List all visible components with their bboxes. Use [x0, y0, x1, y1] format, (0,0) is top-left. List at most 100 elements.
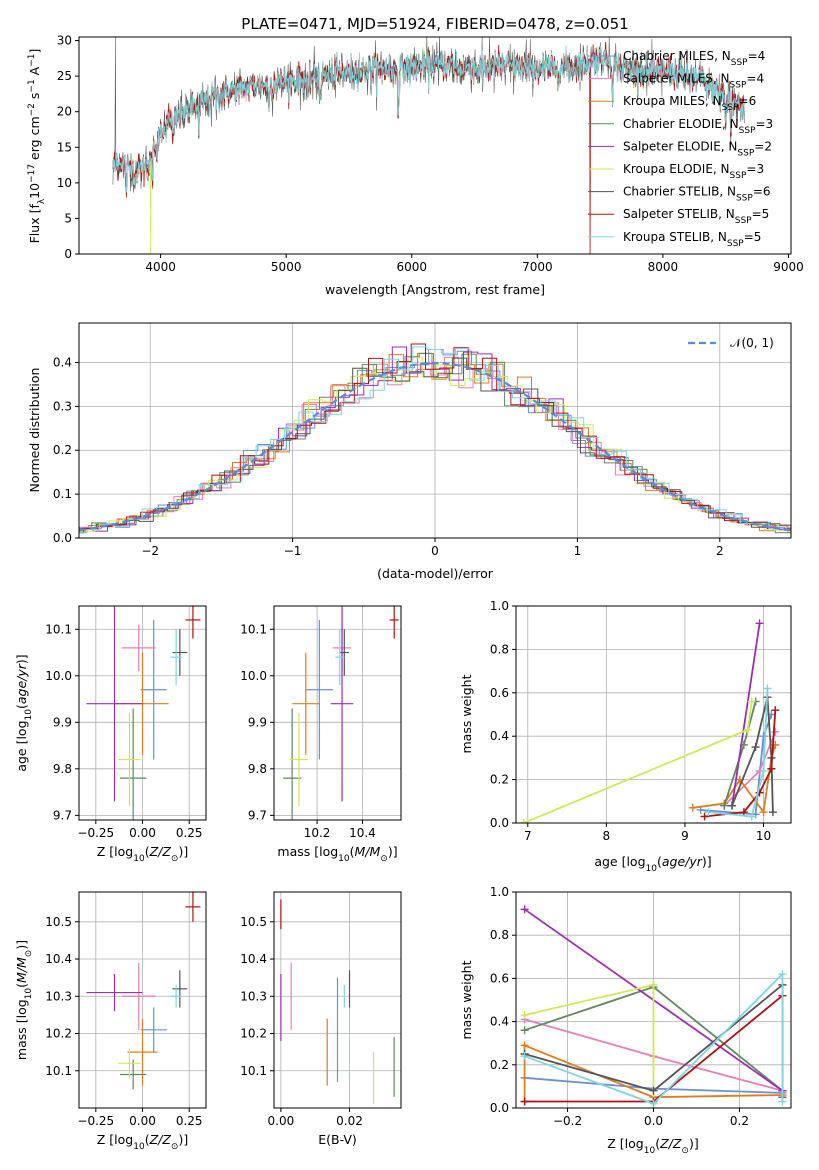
- legend-label: Salpeter ELODIE, NSSP=2: [623, 139, 772, 158]
- y-tick-label: 10.0: [240, 669, 267, 683]
- massweight-Z-axes-plot: [520, 905, 787, 1108]
- data-point: [520, 1011, 529, 1020]
- data-point: [751, 743, 760, 752]
- legend-label: Kroupa MILES, NSSP=6: [623, 94, 756, 113]
- data-point: [759, 732, 768, 741]
- x-tick-label: 0.00: [129, 1114, 156, 1128]
- legend-label: 𝒩(0, 1): [730, 336, 774, 350]
- x-tick-label: −0.25: [77, 1114, 114, 1128]
- legend-label: Chabrier MILES, NSSP=4: [623, 49, 765, 68]
- axes-frame: [273, 605, 402, 821]
- data-point: [747, 697, 756, 706]
- data-point: [778, 970, 787, 979]
- data-point: [520, 1041, 529, 1050]
- x-tick-label: 7000: [522, 260, 553, 274]
- massweight-age-axes-frame: 7 8 9 10 0.0 0.2 0.4 0.6 0.8 1.0: [490, 599, 792, 843]
- y-tick-label: 0.8: [490, 928, 509, 942]
- histogram-step: [79, 352, 791, 533]
- data-point: [649, 1099, 658, 1108]
- y-axis-label: age [log10(age/yr)]: [14, 654, 34, 771]
- data-point: [778, 1097, 787, 1106]
- x-axis-label: E(B-V): [318, 1132, 357, 1147]
- y-tick-label: 10: [57, 176, 72, 190]
- y-tick-label: 10.4: [240, 952, 267, 966]
- x-tick-label: 0.25: [176, 826, 203, 840]
- y-tick-label: 0.2: [53, 443, 72, 457]
- x-tick-label: 8000: [648, 260, 679, 274]
- y-tick-label: 0.1: [53, 487, 72, 501]
- y-tick-label: 10.5: [240, 915, 267, 929]
- mass-weight-line: [708, 688, 769, 818]
- x-tick-label: 6000: [396, 260, 427, 274]
- age-mass-axes: 10.2 10.4 9.7 9.8 9.9 10.0 10.1: [240, 605, 402, 840]
- axes-frame: [78, 36, 792, 255]
- x-tick-label: −0.25: [77, 826, 114, 840]
- data-point: [520, 1097, 529, 1106]
- x-axis-label: Z [log10(Z/Z⊙)]: [97, 844, 188, 864]
- y-axis-label: Flux [fλ10−17 erg cm−2 s−1 A−1]: [27, 49, 47, 244]
- x-tick-label: 0.2: [730, 1114, 749, 1128]
- age-mass-axes-plot: [283, 606, 399, 820]
- y-tick-label: 1.0: [490, 885, 509, 899]
- y-tick-label: 0.2: [490, 773, 509, 787]
- y-tick-label: 0.6: [490, 971, 509, 985]
- age-mass-axes-frame: 10.2 10.4 9.7 9.8 9.9 10.0 10.1: [240, 605, 402, 840]
- data-point: [649, 980, 658, 989]
- data-point: [755, 788, 764, 797]
- legend-label: Kroupa ELODIE, NSSP=3: [623, 162, 764, 181]
- age-Z-axes: −0.25 0.00 0.25 9.7 9.8 9.9 10.0 10.1: [45, 605, 207, 840]
- y-tick-label: 9.9: [53, 715, 72, 729]
- data-point: [720, 801, 729, 810]
- x-tick-label: −2: [141, 544, 159, 558]
- x-axis-label: Z [log10(Z/Z⊙)]: [607, 1136, 698, 1156]
- x-tick-label: 10.2: [304, 826, 331, 840]
- x-axis-label: age [log10(age/yr)]: [594, 854, 711, 874]
- mass-weight-line: [523, 1044, 783, 1102]
- y-tick-label: 10.3: [240, 989, 267, 1003]
- y-axis-label: mass [log10(M/M⊙)]: [14, 940, 34, 1060]
- y-axis-label: mass weight: [459, 960, 474, 1039]
- x-tick-label: 7: [524, 829, 532, 843]
- x-tick-label: 0.00: [129, 826, 156, 840]
- y-tick-label: 10.1: [45, 1064, 72, 1078]
- data-point: [768, 808, 777, 817]
- residual-axes-plot: [79, 343, 791, 534]
- mass-EBV-axes-plot: [280, 899, 395, 1105]
- x-tick-label: 0.0: [644, 1114, 663, 1128]
- age-Z-axes-plot: [86, 606, 201, 820]
- y-tick-label: 9.9: [248, 715, 267, 729]
- y-tick-label: 10.2: [45, 1027, 72, 1041]
- x-tick-label: 0.25: [176, 1114, 203, 1128]
- y-tick-label: 5: [64, 211, 72, 225]
- spectrum-legend: Chabrier MILES, NSSP=4 Salpeter MILES, NS…: [588, 49, 773, 249]
- data-point: [520, 1026, 529, 1035]
- y-tick-label: 0.4: [53, 355, 72, 369]
- age-Z-axes-frame: −0.25 0.00 0.25 9.7 9.8 9.9 10.0 10.1: [45, 605, 207, 840]
- data-point: [759, 766, 768, 775]
- y-axis-label: mass weight: [459, 674, 474, 753]
- data-point: [520, 1052, 529, 1061]
- massweight-Z-axes-frame: −0.2 0.0 0.2 0.0 0.2 0.4 0.6 0.8 1.0: [490, 885, 792, 1128]
- mass-weight-line: [700, 714, 773, 816]
- spectrum-axes-frame: 4000 5000 6000 7000 8000 9000 0 5 10 15 20 25 30: [57, 34, 804, 274]
- legend-label: Chabrier STELIB, NSSP=6: [623, 185, 771, 204]
- y-tick-label: 9.7: [248, 808, 267, 822]
- y-tick-label: 0.6: [490, 686, 509, 700]
- data-point: [747, 812, 756, 821]
- y-tick-label: 1.0: [490, 599, 509, 613]
- data-point: [520, 905, 529, 914]
- y-tick-label: 10.1: [240, 1064, 267, 1078]
- y-tick-label: 9.8: [53, 762, 72, 776]
- normal-curve: [79, 361, 791, 532]
- mass-Z-axes-frame: −0.25 0.00 0.25 10.1 10.2 10.3 10.4 10.5: [45, 891, 207, 1128]
- y-tick-label: 0.8: [490, 642, 509, 656]
- massweight-Z-axes: −0.2 0.0 0.2 0.0 0.2 0.4 0.6 0.8 1.0: [490, 885, 792, 1128]
- data-point: [743, 725, 752, 734]
- x-tick-label: 5000: [271, 260, 302, 274]
- axes-frame: [273, 891, 402, 1109]
- x-tick-label: 8: [603, 829, 611, 843]
- x-tick-label: −1: [284, 544, 302, 558]
- mass-EBV-axes: 0.00 0.02 10.1 10.2 10.3 10.4 10.5: [240, 891, 402, 1128]
- y-tick-label: 10.5: [45, 915, 72, 929]
